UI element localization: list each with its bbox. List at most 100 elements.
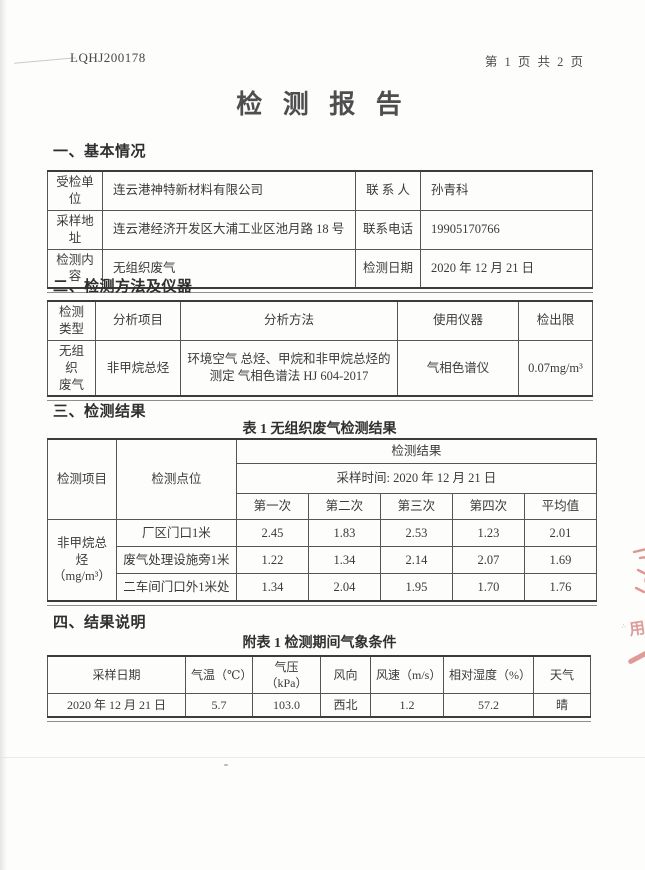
value-cell: 环境空气 总烃、甲烷和非甲烷总烃的 测定 气相色谱法 HJ 604-2017 — [180, 339, 398, 397]
header-cell: 天气 — [533, 655, 591, 695]
red-stamp-fragment-icon — [626, 544, 645, 594]
point-cell: 二车间门口外1米处 — [115, 573, 237, 602]
value-cell: 1.69 — [523, 546, 597, 574]
value-cell: 晴 — [533, 693, 591, 718]
table-row: 非甲烷总烃 （mg/m³） 厂区门口1米 2.45 1.83 2.53 1.23… — [47, 519, 597, 602]
value-cell: 2.01 — [523, 519, 597, 547]
label-cell: 检测日期 — [355, 248, 421, 289]
table-row: 2020 年 12 月 21 日 5.7 103.0 西北 1.2 57.2 晴 — [47, 693, 591, 718]
header-cell: 采样日期 — [47, 655, 186, 695]
value-cell: 2.07 — [451, 546, 525, 574]
point-cell: 厂区门口1米 — [115, 519, 237, 547]
scan-artifact-line — [14, 57, 76, 64]
label-cell: 联系电话 — [355, 209, 421, 250]
result-table-wrap: 检测项目 检测点位 检测结果 采样时间: 2020 年 12 月 21 日 第一… — [47, 438, 597, 606]
point-cell: 废气处理设施旁1米 — [115, 546, 237, 574]
table-header-row: 采样日期 气温（℃） 气压（kPa） 风向 风速（m/s） 相对湿度（%） 天气 — [47, 655, 591, 695]
scan-artifact-line — [0, 757, 645, 758]
header-cell: 第二次 — [307, 493, 381, 520]
value-cell: 1.95 — [379, 573, 453, 602]
sampling-time-cell: 采样时间: 2020 年 12 月 21 日 — [235, 463, 597, 494]
page-indicator: 第 1 页 共 2 页 — [484, 55, 585, 69]
table-header-row: 采样时间: 2020 年 12 月 21 日 — [48, 463, 597, 494]
label-cell: 采样地址 — [47, 209, 103, 250]
header-cell: 第一次 — [235, 493, 309, 520]
value-cell: 连云港经济开发区大浦工业区池月路 18 号 — [102, 209, 356, 250]
basic-info-table-wrap: 受检单位 连云港神特新材料有限公司 联 系 人 孙青科 采样地址 连云港经济开发… — [47, 170, 593, 294]
method-table: 检测 类型 分析项目 分析方法 使用仪器 检出限 无组织 废气 非甲烷总烃 环境… — [47, 300, 593, 398]
label-cell: 检测内容 — [47, 248, 103, 289]
table-row: 采样地址 连云港经济开发区大浦工业区池月路 18 号 联系电话 19905170… — [47, 209, 593, 250]
table-header-row: 检测 类型 分析项目 分析方法 使用仪器 检出限 — [47, 300, 593, 341]
value-cell: 1.22 — [235, 546, 309, 574]
value-cell: 非甲烷总烃 — [95, 339, 181, 397]
value-cell: 103.0 — [252, 693, 321, 718]
weather-table-caption: 附表 1 检测期间气象条件 — [242, 636, 397, 651]
value-cell: 2.04 — [307, 573, 381, 602]
value-cell: 连云港神特新材料有限公司 — [102, 170, 356, 211]
value-cell: 无组织废气 — [102, 248, 356, 289]
header-cell: 风向 — [320, 655, 371, 695]
table-bottom-rule — [47, 400, 593, 402]
red-stamp-character: ∴ 用 — [621, 614, 645, 640]
value-cell: 1.83 — [307, 519, 381, 547]
value-cell: 2020 年 12 月 21 日 — [47, 693, 186, 718]
table-bottom-rule — [47, 721, 591, 723]
value-cell: 19905170766 — [420, 209, 593, 250]
section-heading-basic-info: 一、基本情况 — [53, 144, 147, 160]
value-cell: 0.07mg/m³ — [518, 339, 593, 397]
header-cell: 平均值 — [523, 493, 597, 520]
header-cell: 相对湿度（%） — [443, 655, 534, 695]
table-header-row: 检测项目 检测点位 检测结果 — [47, 438, 597, 520]
header-cell: 检测项目 — [47, 438, 117, 520]
value-cell: 孙青科 — [420, 170, 593, 211]
label-cell: 受检单位 — [47, 170, 103, 211]
table-row: 检测内容 无组织废气 检测日期 2020 年 12 月 21 日 — [47, 248, 593, 289]
value-cell: 1.2 — [370, 693, 444, 718]
table-row: 无组织 废气 非甲烷总烃 环境空气 总烃、甲烷和非甲烷总烃的 测定 气相色谱法 … — [47, 339, 593, 397]
label-cell: 联 系 人 — [355, 170, 421, 211]
header-cell: 气压（kPa） — [252, 655, 321, 695]
scan-edge-shadow — [0, 0, 7, 870]
value-cell: 2.14 — [379, 546, 453, 574]
red-stamp-dots: ∴ — [621, 623, 628, 631]
table-row: 二车间门口外1米处 1.34 2.04 1.95 1.70 1.76 — [48, 573, 597, 602]
red-stamp-char: 用 — [628, 619, 645, 640]
header-cell: 检测点位 — [115, 438, 237, 520]
table-bottom-rule — [47, 605, 597, 606]
value-cell: 1.34 — [235, 573, 309, 602]
header-cell: 检测 类型 — [47, 300, 96, 341]
section-heading-method: 二、检测方法及仪器 — [53, 279, 193, 295]
header-cell: 检出限 — [518, 300, 593, 341]
header-cell: 检测结果 — [235, 438, 597, 464]
header-cell: 气温（℃） — [185, 655, 253, 695]
scan-artifact-speck — [224, 764, 228, 766]
basic-info-table: 受检单位 连云港神特新材料有限公司 联 系 人 孙青科 采样地址 连云港经济开发… — [47, 170, 593, 290]
table-row: 受检单位 连云港神特新材料有限公司 联 系 人 孙青科 — [47, 170, 593, 211]
value-cell: 西北 — [320, 693, 371, 718]
value-cell: 1.70 — [451, 573, 525, 602]
header-cell: 分析项目 — [95, 300, 181, 341]
result-table: 检测项目 检测点位 检测结果 采样时间: 2020 年 12 月 21 日 第一… — [47, 438, 597, 602]
header-cell: 分析方法 — [180, 300, 398, 341]
header-cell: 第四次 — [451, 493, 525, 520]
value-cell: 2020 年 12 月 21 日 — [420, 248, 593, 289]
value-cell: 57.2 — [443, 693, 534, 718]
method-table-wrap: 检测 类型 分析项目 分析方法 使用仪器 检出限 无组织 废气 非甲烷总烃 环境… — [47, 300, 593, 402]
result-table-caption: 表 1 无组织废气检测结果 — [242, 422, 397, 437]
value-cell: 1.76 — [523, 573, 597, 602]
red-stamp-stroke — [627, 648, 645, 665]
section-heading-conclusion: 四、结果说明 — [53, 615, 147, 631]
table-row: 废气处理设施旁1米 1.22 1.34 2.14 2.07 1.69 — [48, 546, 597, 574]
value-cell: 2.45 — [235, 519, 309, 547]
header-cell: 使用仪器 — [397, 300, 519, 341]
report-title: 检 测 报 告 — [236, 90, 409, 119]
report-number: LQHJ200178 — [70, 50, 146, 65]
value-cell: 无组织 废气 — [47, 339, 96, 397]
value-cell: 气相色谱仪 — [397, 339, 519, 397]
weather-table: 采样日期 气温（℃） 气压（kPa） 风向 风速（m/s） 相对湿度（%） 天气… — [47, 655, 591, 719]
value-cell: 1.34 — [307, 546, 381, 574]
table-bottom-rule — [47, 292, 593, 294]
weather-table-wrap: 采样日期 气温（℃） 气压（kPa） 风向 风速（m/s） 相对湿度（%） 天气… — [47, 655, 591, 723]
